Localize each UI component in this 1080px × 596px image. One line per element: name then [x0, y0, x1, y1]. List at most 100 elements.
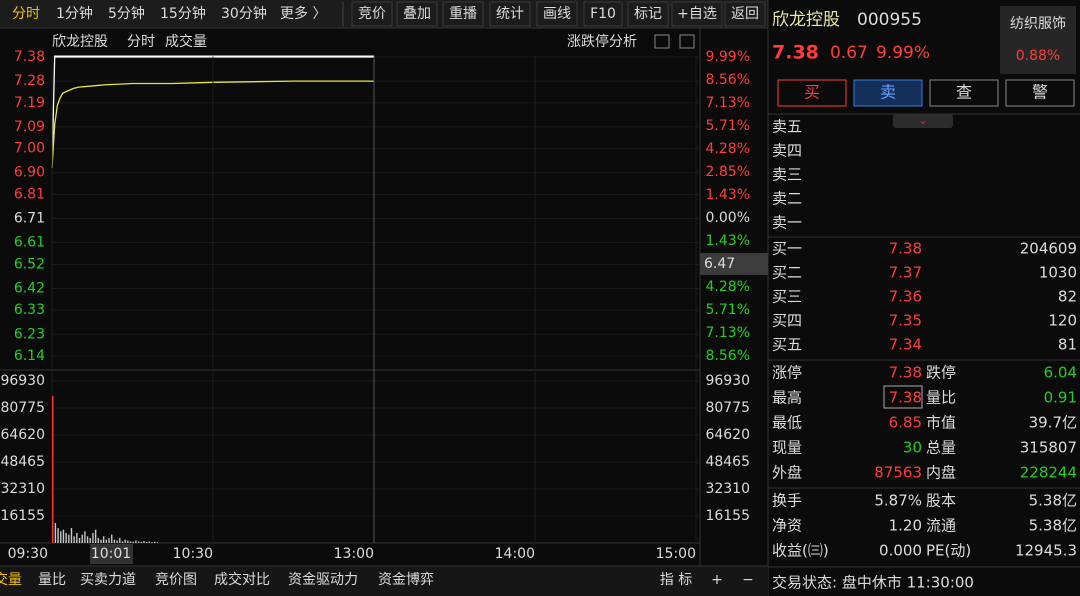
stock-name: 欣龙控股 — [772, 10, 840, 30]
cursor-price-box — [700, 253, 768, 275]
price-pct: 9.99% — [876, 43, 930, 63]
y-tick-label-right: 64620 — [705, 427, 750, 443]
bid-level: 买三 — [772, 288, 802, 306]
icon-expand[interactable] — [654, 34, 670, 49]
volume-bar — [68, 534, 70, 543]
action-label: 查 — [956, 83, 972, 102]
tool-button[interactable] — [627, 1, 669, 27]
analysis-link[interactable]: 涨跌停分析 — [567, 33, 637, 50]
volume-bar — [127, 540, 129, 543]
volume-bar — [124, 539, 126, 543]
y-tick-label-right: 80775 — [705, 400, 750, 416]
bid-level: 买二 — [772, 264, 802, 282]
bottom-tool[interactable]: 指 标 — [660, 572, 692, 588]
tool-label: 叠加 — [403, 6, 431, 22]
y-tick-label: 6.52 — [14, 256, 45, 272]
price-line — [51, 80, 374, 168]
bid-volume: 1030 — [1039, 264, 1077, 282]
tool-label: 画线 — [543, 6, 571, 22]
period-tab[interactable]: 1分钟 — [56, 5, 93, 22]
bottom-tab[interactable]: 交量 — [0, 571, 22, 588]
bid-price: 7.35 — [889, 312, 922, 330]
tool-button[interactable] — [536, 1, 578, 27]
y2-tick-label: 2.85% — [706, 164, 750, 180]
y-tick-label: 80775 — [0, 400, 45, 416]
bid-level: 买一 — [772, 240, 802, 258]
bottom-tab[interactable]: 资金博弈 — [378, 571, 434, 588]
bottom-tool[interactable]: − — [742, 572, 754, 588]
tool-button[interactable] — [351, 1, 393, 27]
y2-tick-label: 7.13% — [706, 325, 750, 341]
volume-bar — [52, 395, 54, 543]
y2-tick-label: 1.43% — [706, 187, 750, 203]
period-tab[interactable]: 5分钟 — [108, 5, 145, 22]
x-tick-label: 15:00 — [656, 546, 696, 562]
period-tab[interactable]: 30分钟 — [221, 5, 267, 22]
chart-sub: 成交量 — [165, 33, 207, 50]
stat-label: 换手 — [772, 492, 802, 510]
stat-value: 6.85 — [889, 414, 922, 432]
icon-window[interactable] — [679, 34, 695, 49]
tool-button[interactable] — [724, 1, 766, 27]
volume-bar — [111, 534, 113, 543]
action-label: 买 — [804, 83, 820, 102]
bottom-tab[interactable]: 买卖力道 — [80, 572, 136, 588]
sector-name: 纺织服饰 — [1010, 16, 1066, 32]
high-box — [883, 385, 923, 409]
bid-level: 买五 — [772, 336, 802, 354]
volume-bar — [143, 540, 145, 543]
volume-bar — [81, 534, 83, 543]
toolbar — [0, 0, 768, 28]
stat-value: 0.000 — [879, 542, 922, 560]
tool-button[interactable] — [442, 1, 484, 27]
y-tick-label: 7.00 — [14, 141, 45, 157]
cursor-time: 10:01 — [91, 546, 131, 562]
y-tick-label: 6.90 — [14, 165, 45, 181]
volume-bar — [86, 536, 89, 543]
sector-box[interactable] — [1000, 6, 1076, 74]
action-button[interactable] — [777, 79, 847, 107]
bottom-tab[interactable]: 资金驱动力 — [288, 572, 358, 588]
period-tab[interactable]: 更多 〉 — [280, 5, 326, 22]
stat-value: 0.91 — [1044, 389, 1077, 407]
bid-price: 7.36 — [889, 288, 922, 306]
volume-bar — [151, 542, 153, 543]
action-button[interactable] — [1005, 79, 1075, 107]
volume-bar — [116, 540, 118, 543]
collapse-tab[interactable] — [893, 114, 953, 128]
ask-level: 卖一 — [772, 214, 802, 232]
volume-bar — [89, 537, 91, 543]
volume-bar — [135, 540, 137, 543]
bottom-tool[interactable]: + — [711, 572, 723, 588]
volume-bar — [108, 537, 110, 543]
stat-label: 跌停 — [926, 364, 956, 382]
tool-button[interactable] — [396, 1, 438, 27]
tool-button[interactable] — [489, 1, 531, 27]
chart-name: 欣龙控股 — [52, 34, 108, 50]
volume-bar — [132, 541, 134, 543]
stat-label: 收益(㈢) — [772, 542, 829, 560]
volume-bar — [54, 522, 57, 543]
volume-bar — [119, 537, 121, 543]
tool-button[interactable] — [583, 1, 623, 27]
action-button[interactable] — [929, 79, 999, 107]
bottom-tab[interactable]: 量比 — [38, 572, 66, 588]
y-tick-label: 48465 — [0, 454, 45, 470]
action-button[interactable] — [853, 79, 923, 107]
bid-price: 7.34 — [889, 336, 922, 354]
bottom-tab[interactable]: 竞价图 — [155, 571, 197, 588]
y2-tick-label: 5.71% — [706, 302, 750, 318]
period-tab[interactable]: 分时 — [12, 6, 40, 22]
y2-tick-label: 7.13% — [706, 95, 750, 111]
stat-label: 内盘 — [926, 464, 956, 482]
bid-volume: 81 — [1058, 336, 1077, 354]
stat-value: 30 — [903, 439, 922, 457]
volume-bar — [145, 541, 148, 543]
stat-label: 总量 — [926, 439, 956, 457]
period-tab[interactable]: 15分钟 — [160, 5, 206, 22]
y-tick-label: 16155 — [0, 508, 45, 524]
volume-bar — [105, 539, 108, 543]
stat-label: 股本 — [926, 492, 956, 510]
bottom-tab[interactable]: 成交对比 — [214, 571, 270, 588]
tool-button[interactable] — [671, 1, 723, 27]
